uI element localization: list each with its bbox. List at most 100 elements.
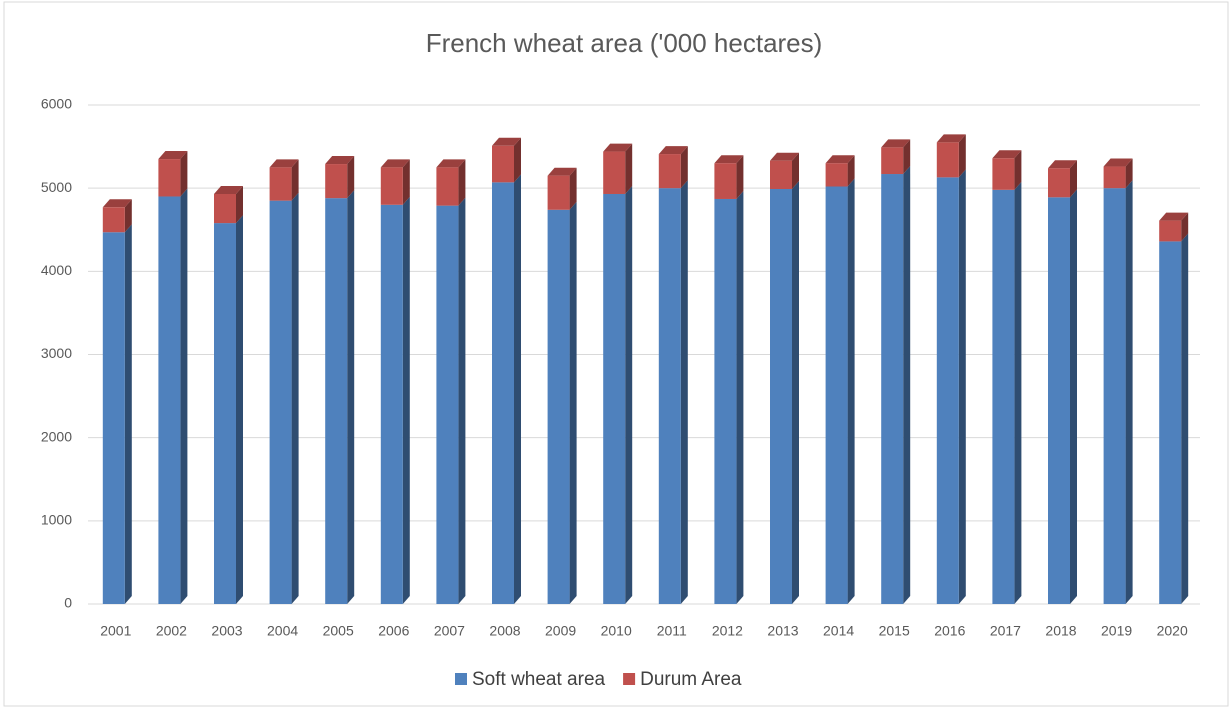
bar-side <box>903 139 911 175</box>
bar-side <box>124 199 132 233</box>
bar <box>714 163 737 199</box>
bar-side <box>792 152 799 189</box>
bar-side <box>680 146 688 189</box>
bar <box>770 188 792 604</box>
y-tick-label: 3000 <box>41 345 72 361</box>
bar-top <box>380 159 410 168</box>
bar-side <box>347 156 355 199</box>
bar-top <box>936 134 966 143</box>
bar-side <box>402 159 410 205</box>
bar-side <box>958 169 966 605</box>
bar-side <box>847 178 855 604</box>
x-tick-label: 2017 <box>990 623 1021 639</box>
legend-label: Soft wheat area <box>472 669 606 690</box>
bar <box>547 209 570 605</box>
bar-top <box>269 159 299 168</box>
bar-side <box>1125 180 1133 604</box>
bar-side <box>569 201 577 605</box>
bar-top <box>825 155 855 164</box>
bar-top <box>102 199 132 208</box>
y-tick-label: 5000 <box>41 179 72 195</box>
bar <box>603 151 626 194</box>
bar-top <box>547 167 577 176</box>
bar-side <box>180 151 188 197</box>
bar-side <box>1070 189 1077 604</box>
bar-top <box>881 139 911 148</box>
bar-top <box>325 156 355 165</box>
bar-top <box>603 143 633 152</box>
bar-side <box>1014 181 1022 604</box>
bar-side <box>236 185 243 224</box>
bar-side <box>1070 160 1077 198</box>
x-tick-label: 2008 <box>489 623 520 639</box>
bar <box>825 163 848 187</box>
bar <box>603 193 626 604</box>
bar <box>1159 241 1182 605</box>
bar <box>214 223 236 604</box>
bar <box>492 182 514 604</box>
bar-side <box>291 159 299 201</box>
bar <box>492 145 514 183</box>
bar <box>325 198 348 604</box>
bar <box>1048 168 1070 198</box>
bar-top <box>492 137 521 146</box>
bar <box>881 174 904 605</box>
bar-side <box>569 167 577 210</box>
bar-top <box>1159 212 1189 221</box>
bar-side <box>625 185 633 604</box>
bar <box>881 147 904 175</box>
x-tick-label: 2010 <box>601 623 632 639</box>
bar <box>936 142 959 178</box>
x-tick-label: 2005 <box>323 623 354 639</box>
x-tick-label: 2001 <box>100 623 131 639</box>
bar-side <box>1014 150 1022 190</box>
bar <box>380 204 403 605</box>
x-tick-label: 2012 <box>712 623 743 639</box>
bar <box>158 196 181 604</box>
bar <box>770 160 792 189</box>
x-tick-label: 2011 <box>657 623 687 639</box>
y-tick-label: 0 <box>64 595 72 611</box>
x-tick-label: 2002 <box>156 623 187 639</box>
bar-side <box>958 134 966 178</box>
bar <box>658 188 681 604</box>
bar-side <box>625 143 633 194</box>
chart-title: French wheat area ('000 hectares) <box>426 28 823 58</box>
bar <box>714 198 737 604</box>
bar <box>436 167 459 206</box>
bar-top <box>214 185 243 194</box>
bar-side <box>1181 233 1189 605</box>
bar <box>825 186 848 604</box>
bar-side <box>458 197 466 605</box>
bar-side <box>402 196 410 605</box>
bar <box>658 154 681 189</box>
bar-side <box>680 180 688 604</box>
bar <box>992 189 1015 604</box>
x-tick-label: 2009 <box>545 623 576 639</box>
bar-side <box>736 190 744 604</box>
bar <box>102 232 125 604</box>
bar-top <box>1103 158 1133 167</box>
bar-top <box>436 159 466 168</box>
bar-side <box>291 192 299 604</box>
x-tick-label: 2007 <box>434 623 465 639</box>
bar-side <box>736 155 744 199</box>
y-tick-label: 6000 <box>41 96 72 112</box>
bar <box>992 158 1015 190</box>
bar-side <box>514 174 521 604</box>
y-tick-label: 4000 <box>41 262 72 278</box>
x-tick-label: 2006 <box>378 623 409 639</box>
bar-side <box>1125 158 1133 189</box>
bar <box>214 193 236 224</box>
bar <box>1048 197 1070 604</box>
legend-label: Durum Area <box>640 669 742 690</box>
bar-side <box>514 137 521 183</box>
bar-side <box>124 224 132 604</box>
bar <box>1103 166 1126 189</box>
x-tick-label: 2019 <box>1101 623 1132 639</box>
bar-side <box>1181 212 1189 242</box>
bar <box>158 159 181 197</box>
bar-side <box>458 159 466 206</box>
bar <box>269 167 292 201</box>
